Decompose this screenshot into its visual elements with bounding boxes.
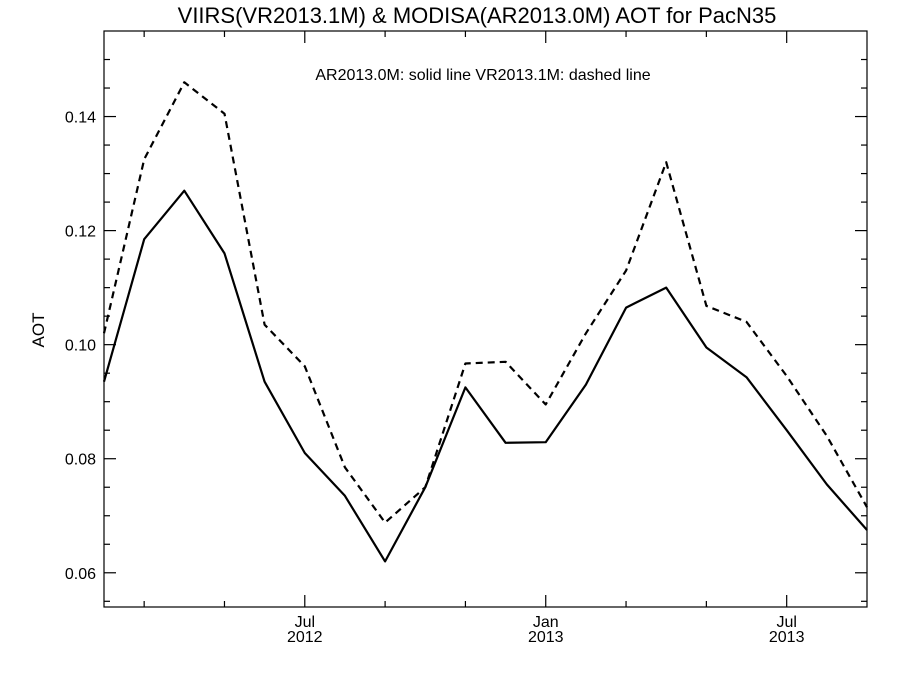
y-tick-label: 0.10 bbox=[65, 338, 96, 355]
line-style-legend: AR2013.0M: solid line VR2013.1M: dashed … bbox=[315, 67, 650, 84]
x-tick-label-month: Jul bbox=[776, 614, 796, 631]
y-tick-label: 0.08 bbox=[65, 452, 96, 469]
x-tick-label-year: 2012 bbox=[287, 629, 323, 646]
chart-title: VIIRS(VR2013.1M) & MODISA(AR2013.0M) AOT… bbox=[178, 3, 777, 28]
x-tick-label-month: Jul bbox=[295, 614, 315, 631]
y-tick-label: 0.12 bbox=[65, 224, 96, 241]
y-axis-label: AOT bbox=[29, 313, 48, 348]
x-tick-label-year: 2013 bbox=[769, 629, 805, 646]
y-tick-label: 0.14 bbox=[65, 110, 96, 127]
series-line-solid bbox=[102, 189, 868, 563]
y-tick-label: 0.06 bbox=[65, 566, 96, 583]
series-lines bbox=[102, 81, 868, 563]
series-line-dashed bbox=[102, 81, 868, 524]
y-axis-ticks: 0.06 0.08 0.10 0.12 0.14 bbox=[65, 58, 867, 602]
x-tick-label-month: Jan bbox=[533, 614, 559, 631]
plot-frame bbox=[103, 30, 868, 608]
x-tick-label-year: 2013 bbox=[528, 629, 564, 646]
